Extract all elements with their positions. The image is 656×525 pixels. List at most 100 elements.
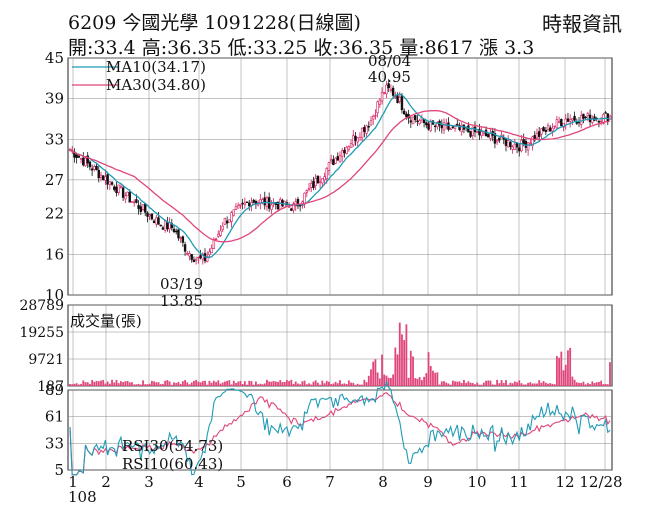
candle-body	[183, 244, 187, 252]
volume-bar	[131, 382, 133, 386]
candle-body	[121, 187, 125, 198]
candle-body	[509, 141, 512, 148]
candle-body	[177, 229, 180, 239]
volume-bar	[562, 370, 565, 386]
candle-body	[181, 236, 185, 243]
candle-body	[97, 169, 100, 179]
volume-bar	[454, 381, 456, 386]
volume-tick-label: 9721	[28, 352, 64, 368]
volume-bar	[301, 381, 304, 386]
volume-bar	[436, 372, 439, 386]
volume-bar	[325, 380, 328, 386]
volume-bar	[228, 380, 231, 386]
candle-body	[433, 125, 437, 128]
volume-bar	[166, 380, 169, 386]
volume-bar	[560, 351, 563, 386]
volume-bar	[115, 379, 118, 386]
candle-body	[188, 253, 191, 257]
candle-body	[571, 118, 574, 121]
volume-bar	[487, 380, 490, 386]
volume-bar	[365, 382, 368, 386]
volume-bar	[374, 359, 377, 386]
candle-body	[520, 139, 523, 152]
chart-title: 6209 今國光學 1091228(日線圖)	[68, 12, 361, 34]
candle-body	[358, 136, 362, 141]
candle-body	[376, 101, 379, 114]
volume-bar	[179, 383, 182, 386]
candle-body	[199, 255, 202, 259]
volume-bar	[507, 384, 510, 386]
volume-bar	[272, 381, 275, 386]
volume-bar	[274, 381, 277, 386]
volume-bar	[294, 381, 297, 386]
month-tick-label: 6	[282, 473, 292, 491]
volume-bar	[210, 382, 213, 386]
volume-bar	[396, 354, 399, 386]
candle-body	[515, 142, 519, 148]
candle-body	[175, 230, 178, 233]
volume-bar	[332, 383, 335, 386]
panel-frames	[67, 57, 613, 471]
volume-bar	[516, 382, 518, 386]
candle-body	[347, 146, 351, 150]
rsi-panel	[69, 380, 611, 476]
volume-bar	[84, 382, 87, 386]
candle-body	[582, 113, 585, 119]
rsi-tick-label: 33	[45, 434, 64, 452]
candle-body	[553, 125, 556, 128]
volume-bar	[133, 384, 136, 386]
candle-body	[279, 199, 282, 210]
volume-bar	[604, 383, 607, 386]
volume-bar	[549, 383, 552, 386]
candle-body	[79, 158, 83, 160]
volume-bar	[168, 381, 171, 386]
candle-body	[546, 125, 550, 130]
volume-bar	[600, 380, 603, 386]
candle-body	[537, 131, 541, 137]
candle-body	[252, 199, 255, 203]
volume-bar	[392, 374, 395, 386]
volume-bar	[334, 381, 337, 386]
volume-bar	[449, 384, 452, 386]
volume-bar	[277, 381, 279, 386]
candle-body	[146, 212, 149, 217]
volume-bar	[250, 381, 253, 386]
volume-bar	[159, 384, 162, 386]
candle-body	[166, 221, 169, 230]
candle-body	[360, 127, 364, 138]
volume-bar	[367, 375, 370, 386]
legend-ma30: MA30(34.80)	[106, 76, 206, 94]
candle-body	[88, 161, 92, 168]
candle-body	[77, 155, 81, 158]
volume-bar	[589, 384, 591, 386]
volume-bar	[279, 380, 282, 386]
candle-body	[137, 204, 140, 209]
month-tick-label: 8	[378, 473, 388, 491]
candle-body	[329, 159, 333, 162]
price-tick-label: 10	[45, 286, 64, 304]
volume-bar	[263, 383, 266, 386]
volume-bar	[586, 383, 589, 386]
volume-bar	[405, 324, 408, 386]
candle-body	[312, 180, 315, 188]
candle-body	[349, 143, 353, 148]
candle-body	[451, 126, 455, 128]
candle-body	[409, 120, 413, 123]
candle-body	[363, 127, 366, 132]
candle-body	[84, 157, 87, 167]
candle-body	[551, 127, 554, 132]
candle-body	[234, 206, 238, 210]
volume-bar	[314, 380, 317, 386]
volume-bar	[73, 383, 76, 386]
volume-bar	[153, 381, 155, 386]
candle-body	[95, 165, 98, 170]
candle-body	[186, 253, 189, 255]
volume-bar	[498, 383, 501, 386]
candle-body	[338, 154, 342, 163]
volume-bar	[558, 357, 560, 386]
volume-bar	[509, 382, 512, 386]
volume-bar	[403, 340, 406, 386]
volume-bar	[580, 382, 583, 386]
candle-body	[447, 122, 450, 130]
candle-body	[270, 204, 273, 210]
